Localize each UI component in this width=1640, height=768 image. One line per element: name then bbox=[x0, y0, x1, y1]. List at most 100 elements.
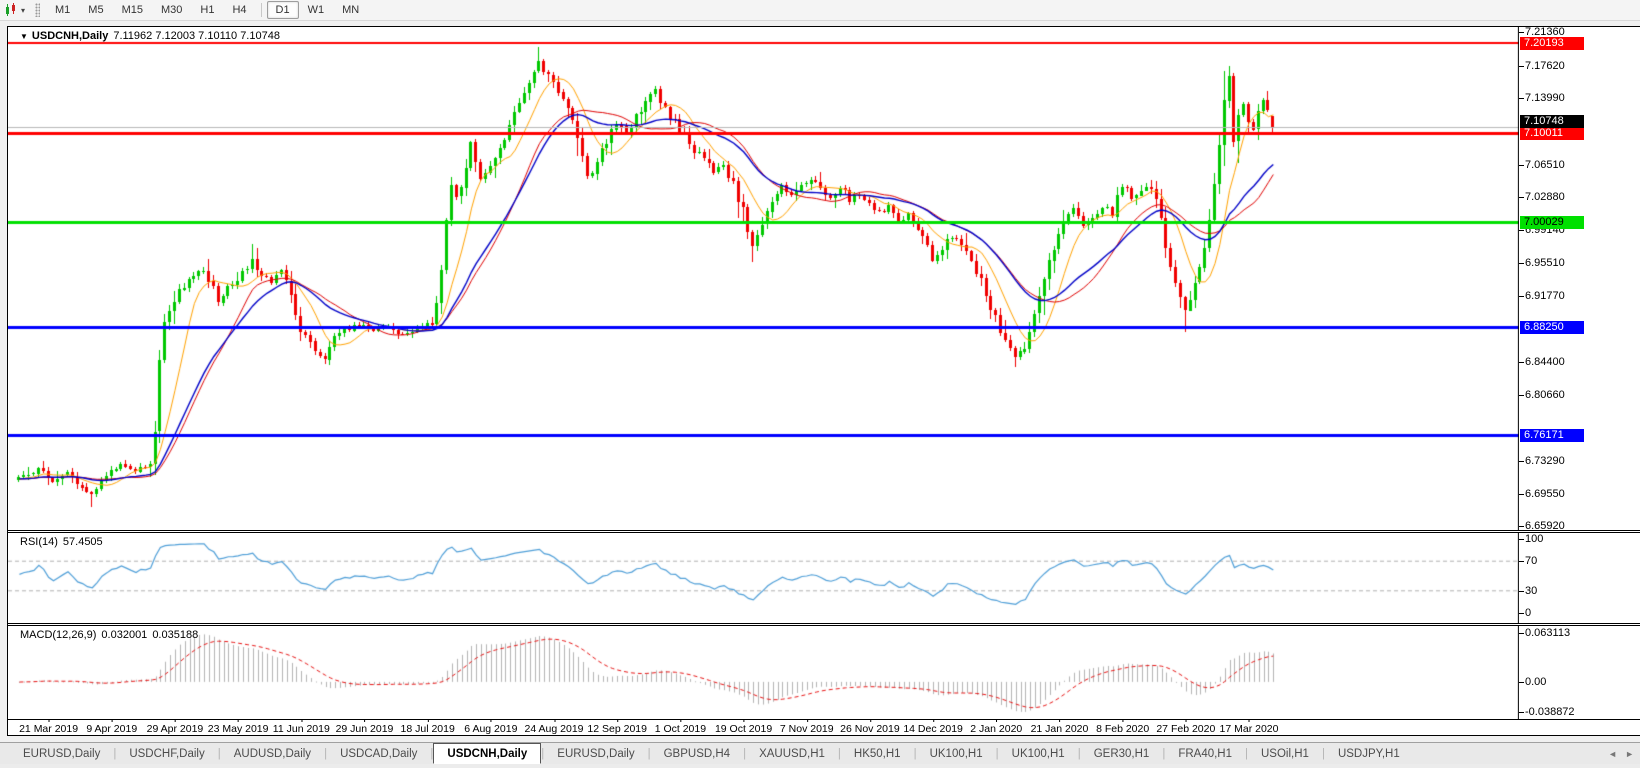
date-tick-label: 7 Nov 2019 bbox=[779, 719, 834, 735]
date-tick-label: 19 Oct 2019 bbox=[714, 719, 773, 735]
chart-window: ▼ USDCNH,Daily 7.11962 7.12003 7.10110 7.1… bbox=[7, 26, 1640, 736]
tab-separator: | bbox=[1245, 747, 1248, 760]
bottom-tab-usoil-h1[interactable]: USOil,H1 bbox=[1261, 747, 1309, 760]
tab-separator: | bbox=[1321, 747, 1325, 760]
toolbar-grip[interactable] bbox=[35, 3, 41, 17]
date-tick-label: 17 Mar 2020 bbox=[1219, 719, 1279, 735]
level-price-label: 7.20193 bbox=[1520, 36, 1584, 50]
price-tick-label: 6.65920 bbox=[1519, 520, 1565, 533]
tab-separator: | bbox=[541, 747, 545, 760]
level-price-label: 7.10011 bbox=[1520, 127, 1584, 141]
toolbar-separator bbox=[260, 3, 262, 17]
tab-separator: | bbox=[1162, 747, 1166, 760]
chart-tab-bar: EURUSD,Daily | USDCHF,Daily | AUDUSD,Daily | U… bbox=[0, 742, 1640, 764]
bottom-tab-ger30-h1[interactable]: GER30,H1 bbox=[1093, 747, 1150, 760]
rsi-tick-label: 30 bbox=[1518, 584, 1538, 597]
timeframe-button-m30[interactable]: M30 bbox=[160, 4, 183, 16]
tab-separator: | bbox=[647, 747, 651, 760]
date-tick-label: 24 Aug 2019 bbox=[524, 719, 584, 735]
tab-separator: | bbox=[324, 747, 328, 760]
bottom-tab-xauusd-h1[interactable]: XAUUSD,H1 bbox=[759, 747, 825, 760]
bottom-tab-eurusd-daily[interactable]: EURUSD,Daily bbox=[557, 747, 635, 760]
tabs-scroll-left-icon[interactable]: ◄ bbox=[1608, 748, 1618, 759]
timeframe-button-h4[interactable]: H4 bbox=[232, 4, 247, 16]
chart-collapse-icon[interactable]: ▼ bbox=[20, 32, 28, 41]
timeframe-toolbar: ▾ M1 M5 M15 M30 H1 H4 D1 W1 MN bbox=[0, 0, 1640, 21]
macd-chart-canvas[interactable] bbox=[8, 626, 1519, 719]
bottom-tab-usdcad-daily[interactable]: USDCAD,Daily bbox=[340, 747, 418, 760]
bottom-tab-usdchf-daily[interactable]: USDCHF,Daily bbox=[129, 747, 205, 760]
chart-type-dropdown-icon[interactable]: ▾ bbox=[21, 5, 26, 15]
date-tick-label: 8 Feb 2020 bbox=[1096, 719, 1150, 735]
price-tick-label: 7.02880 bbox=[1519, 190, 1565, 203]
date-tick-label: 12 Sep 2019 bbox=[587, 719, 647, 735]
date-tick-label: 18 Jul 2019 bbox=[400, 719, 455, 735]
level-price-label: 6.76171 bbox=[1520, 429, 1584, 442]
tab-separator: | bbox=[913, 747, 917, 760]
chart-title: ▼ USDCNH,Daily 7.11962 7.12003 7.10110 7.1… bbox=[20, 30, 280, 42]
main-chart-panel: ▼ USDCNH,Daily 7.11962 7.12003 7.10110 7.1… bbox=[8, 26, 1640, 533]
chart-type-icon[interactable] bbox=[4, 3, 20, 17]
rsi-value: 57.4505 bbox=[62, 536, 103, 548]
date-tick-label: 9 Apr 2019 bbox=[86, 719, 138, 735]
price-tick-label: 6.91770 bbox=[1519, 289, 1565, 302]
ohlc-low: 7.10110 bbox=[198, 30, 238, 42]
bottom-tab-gbpusd-h4[interactable]: GBPUSD,H4 bbox=[663, 747, 731, 760]
bottom-tab-usdjpy-h1[interactable]: USDJPY,H1 bbox=[1337, 747, 1400, 760]
tab-separator: | bbox=[743, 747, 747, 760]
timeframe-button-m1[interactable]: M1 bbox=[55, 4, 71, 16]
tab-separator: | bbox=[113, 747, 117, 760]
rsi-chart-canvas[interactable] bbox=[8, 533, 1519, 623]
date-tick-label: 21 Mar 2019 bbox=[19, 719, 79, 735]
timeframe-button-w1[interactable]: W1 bbox=[307, 4, 325, 16]
date-tick-label: 6 Aug 2019 bbox=[464, 719, 518, 735]
date-tick-label: 11 Jun 2019 bbox=[272, 719, 330, 735]
bottom-tab-fra40-h1[interactable]: FRA40,H1 bbox=[1178, 747, 1232, 760]
ohlc-close: 7.10748 bbox=[240, 30, 280, 42]
rsi-tick-label: 100 bbox=[1518, 533, 1544, 545]
bottom-tab-hk50-h1[interactable]: HK50,H1 bbox=[853, 747, 901, 760]
timeframe-button-d1[interactable]: D1 bbox=[266, 1, 299, 19]
timeframe-button-mn[interactable]: MN bbox=[342, 4, 360, 16]
ohlc-high: 7.12003 bbox=[155, 30, 196, 42]
date-tick-label: 29 Apr 2019 bbox=[146, 719, 204, 735]
bottom-tab-uk100-h1[interactable]: UK100,H1 bbox=[1011, 747, 1065, 760]
price-tick-label: 6.69550 bbox=[1519, 488, 1565, 501]
macd-tick-label: 0.00 bbox=[1518, 675, 1547, 688]
chart-symbol: USDCNH,Daily bbox=[31, 30, 109, 42]
rsi-label: RSI(14) bbox=[20, 536, 58, 548]
bottom-tab-eurusd-daily[interactable]: EURUSD,Daily bbox=[23, 747, 101, 760]
rsi-tick-label: 0 bbox=[1518, 607, 1532, 619]
timeframe-button-h1[interactable]: H1 bbox=[200, 4, 215, 16]
tab-separator: | bbox=[837, 747, 841, 760]
timeframe-button-m15[interactable]: M15 bbox=[121, 4, 143, 16]
tab-separator: | bbox=[217, 747, 221, 760]
date-tick-label: 29 Jun 2019 bbox=[335, 719, 394, 735]
ohlc-open: 7.11962 bbox=[113, 30, 153, 42]
time-axis[interactable]: 21 Mar 2019 9 Apr 2019 29 Apr 2019 23 May 2… bbox=[8, 719, 1640, 735]
bottom-tab-audusd-daily[interactable]: AUDUSD,Daily bbox=[233, 747, 312, 760]
price-tick-label: 6.80660 bbox=[1519, 389, 1565, 401]
price-tick-label: 7.21360 bbox=[1519, 26, 1565, 39]
rsi-panel: RSI(14) 57.4505 100 70 30 0 bbox=[8, 532, 1640, 624]
price-tick-label: 6.84400 bbox=[1519, 355, 1565, 368]
timeframe-button-m5[interactable]: M5 bbox=[88, 4, 104, 16]
date-tick-label: 1 Oct 2019 bbox=[654, 719, 707, 735]
tabs-scroll-right-icon[interactable]: ► bbox=[1625, 748, 1634, 759]
macd-title: MACD(12,26,9) 0.032001 0.035188 bbox=[20, 629, 198, 641]
tab-separator: | bbox=[995, 747, 999, 760]
macd-label: MACD(12,26,9) bbox=[20, 629, 97, 641]
bottom-tab-usdcnh-daily[interactable]: USDCNH,Daily bbox=[433, 743, 542, 764]
date-tick-label: 23 May 2019 bbox=[207, 719, 269, 735]
macd-tick-label: 0.063113 bbox=[1518, 627, 1571, 639]
price-chart-canvas[interactable] bbox=[8, 27, 1519, 530]
rsi-title: RSI(14) 57.4505 bbox=[20, 536, 103, 548]
bottom-tab-uk100-h1[interactable]: UK100,H1 bbox=[929, 747, 983, 760]
date-tick-label: 2 Jan 2020 bbox=[970, 719, 1023, 735]
tab-separator: | bbox=[1077, 747, 1081, 760]
level-price-label: 6.88250 bbox=[1520, 321, 1584, 335]
price-tick-label: 6.73290 bbox=[1519, 454, 1565, 467]
macd-main-value: 0.032001 bbox=[101, 629, 148, 641]
date-tick-label: 14 Dec 2019 bbox=[903, 719, 963, 735]
macd-tick-label: -0.038872 bbox=[1519, 706, 1575, 718]
